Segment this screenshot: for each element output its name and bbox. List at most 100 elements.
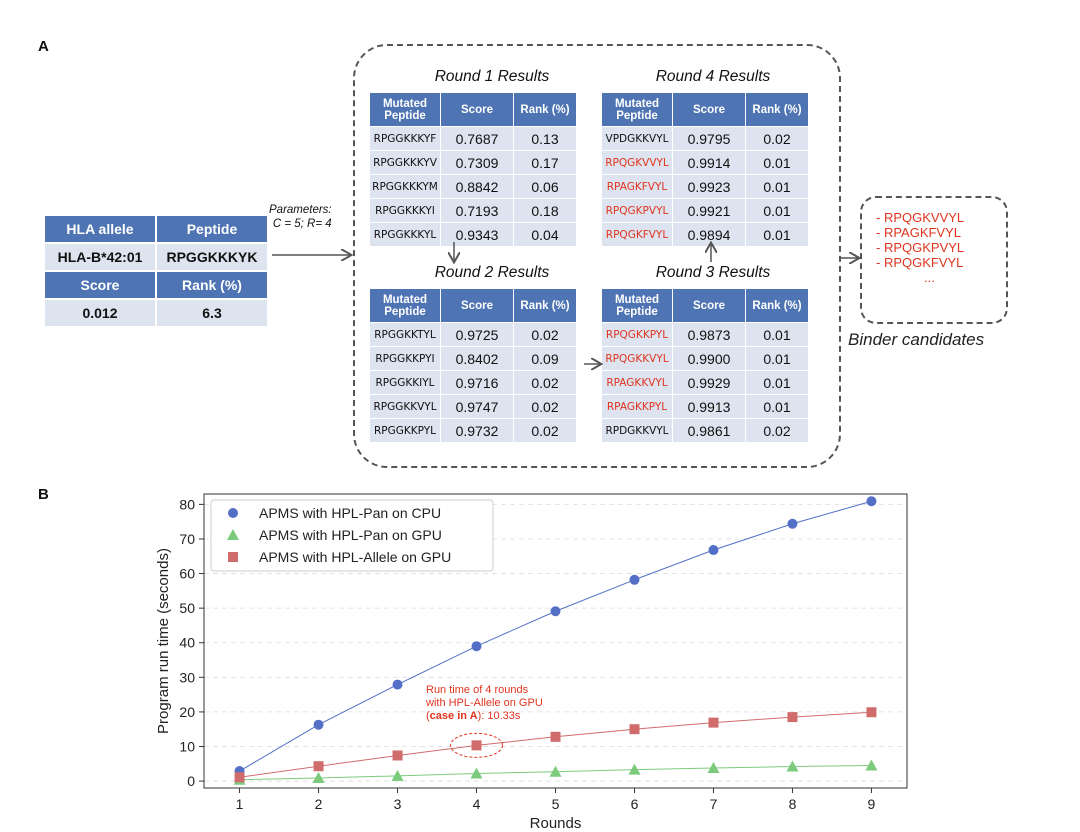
mutated-peptide-cell: RPQGKPVYL <box>602 199 672 222</box>
binder-item: - RPAGKFVYL <box>876 225 962 240</box>
data-point-series-0 <box>392 679 403 690</box>
x-tick-label: 1 <box>236 796 244 812</box>
rank-cell: 0.01 <box>746 395 808 418</box>
rank-cell: 0.01 <box>746 347 808 370</box>
mutated-peptide-cell: RPQGKFVYL <box>602 223 672 246</box>
legend-marker <box>228 508 238 518</box>
annotation-bold-text: case in A <box>430 710 478 722</box>
rank-cell: 0.09 <box>514 347 576 370</box>
rank-header: Rank (%) <box>157 272 267 298</box>
rank-value: 6.3 <box>157 300 267 326</box>
data-point-series-2 <box>392 750 403 761</box>
data-point-series-0 <box>629 574 640 585</box>
rank-cell: 0.02 <box>514 395 576 418</box>
binder-candidates-title: Binder candidates <box>848 330 985 349</box>
mutated-peptide-cell: RPGGKKTYL <box>370 323 440 346</box>
y-tick-label: 70 <box>179 531 195 547</box>
score-cell: 0.9913 <box>673 395 745 418</box>
data-point-series-1 <box>865 759 878 771</box>
x-tick-label: 4 <box>473 796 481 812</box>
y-tick-label: 80 <box>179 496 195 512</box>
score-cell: 0.7193 <box>441 199 513 222</box>
round-column-header: Score <box>673 93 745 126</box>
rank-cell: 0.06 <box>514 175 576 198</box>
panel-b-label: B <box>38 486 49 503</box>
round-column-header: Rank (%) <box>746 93 808 126</box>
round-table-row: VPDGKKVYL 0.9795 0.02 <box>602 127 808 150</box>
data-point-series-1 <box>786 760 799 772</box>
y-tick-label: 40 <box>179 635 195 651</box>
annotation-line-3: (case in A): 10.33s <box>426 710 521 722</box>
data-point-series-2 <box>550 731 561 742</box>
mutated-peptide-cell: RPGGKKKYI <box>370 199 440 222</box>
score-cell: 0.9795 <box>673 127 745 150</box>
round-table-row: RPGGKKPYI 0.8402 0.09 <box>370 347 576 370</box>
annotation-text: ) <box>478 710 482 722</box>
y-tick-label: 0 <box>187 773 195 789</box>
hla-allele-value: HLA-B*42:01 <box>45 244 155 270</box>
round-table-row: RPGGKKKYL 0.9343 0.04 <box>370 223 576 246</box>
binder-ellipsis: ... <box>924 270 935 285</box>
round-table-row: RPGGKKVYL 0.9747 0.02 <box>370 395 576 418</box>
score-cell: 0.9343 <box>441 223 513 246</box>
round-table-row: RPQGKKPYL 0.9873 0.01 <box>602 323 808 346</box>
round-2-title: Round 2 Results <box>434 264 550 281</box>
rank-cell: 0.01 <box>746 323 808 346</box>
legend-label: APMS with HPL-Pan on GPU <box>259 527 442 543</box>
mutated-peptide-cell: RPGGKKKYM <box>370 175 440 198</box>
round-table-row: RPQGKVVYL 0.9914 0.01 <box>602 151 808 174</box>
legend-label: APMS with HPL-Allele on GPU <box>259 549 451 565</box>
rank-cell: 0.02 <box>514 323 576 346</box>
round-1-title: Round 1 Results <box>434 68 550 85</box>
score-cell: 0.9861 <box>673 419 745 442</box>
rank-cell: 0.01 <box>746 199 808 222</box>
x-tick-label: 6 <box>631 796 639 812</box>
rank-cell: 0.13 <box>514 127 576 150</box>
data-point-series-2 <box>787 712 798 723</box>
annotation-text: ( <box>426 710 430 722</box>
y-tick-label: 50 <box>179 600 195 616</box>
binder-item: - RPQGKFVYL <box>876 255 964 270</box>
data-point-series-2 <box>629 724 640 735</box>
mutated-peptide-cell: RPGGKKPYL <box>370 419 440 442</box>
round-table-row: RPQGKKVYL 0.9900 0.01 <box>602 347 808 370</box>
score-cell: 0.9914 <box>673 151 745 174</box>
annotation-line-1: Run time of 4 rounds <box>426 684 529 696</box>
legend-label: APMS with HPL-Pan on CPU <box>259 505 441 521</box>
score-cell: 0.9900 <box>673 347 745 370</box>
round-table-row: RPGGKKKYV 0.7309 0.17 <box>370 151 576 174</box>
score-cell: 0.9732 <box>441 419 513 442</box>
round-4-table: Mutated Peptide Score Rank (%) VPDGKKVYL 0.9… <box>601 92 809 247</box>
score-cell: 0.9873 <box>673 323 745 346</box>
rank-cell: 0.17 <box>514 151 576 174</box>
mutated-peptide-cell: RPGGKKKYF <box>370 127 440 150</box>
mutated-peptide-cell: RPAGKKVYL <box>602 371 672 394</box>
round-table-row: RPDGKKVYL 0.9861 0.02 <box>602 419 808 442</box>
score-cell: 0.9747 <box>441 395 513 418</box>
data-point-series-0 <box>787 518 798 529</box>
data-point-series-2 <box>708 717 719 728</box>
rank-cell: 0.18 <box>514 199 576 222</box>
round-table-row: RPGGKKTYL 0.9725 0.02 <box>370 323 576 346</box>
y-tick-label: 60 <box>179 566 195 582</box>
round-column-header: Mutated Peptide <box>602 289 672 322</box>
parameters-title: Parameters: <box>269 204 332 216</box>
score-cell: 0.8842 <box>441 175 513 198</box>
legend-marker <box>227 529 239 540</box>
round-table-row: RPGGKKKYF 0.7687 0.13 <box>370 127 576 150</box>
y-tick-label: 10 <box>179 738 195 754</box>
x-axis-label: Rounds <box>530 815 582 832</box>
data-point-series-1 <box>312 771 325 783</box>
legend-marker <box>228 552 238 562</box>
rank-cell: 0.01 <box>746 151 808 174</box>
rank-cell: 0.01 <box>746 371 808 394</box>
round-column-header: Mutated Peptide <box>370 93 440 126</box>
data-point-series-2 <box>471 740 482 751</box>
rounds-frame <box>353 44 841 468</box>
round-column-header: Score <box>673 289 745 322</box>
y-tick-label: 20 <box>179 704 195 720</box>
y-axis-label: Program run time (seconds) <box>155 548 172 734</box>
annotation-ellipse <box>450 732 504 758</box>
rank-cell: 0.02 <box>746 127 808 150</box>
mutated-peptide-cell: RPAGKFVYL <box>602 175 672 198</box>
